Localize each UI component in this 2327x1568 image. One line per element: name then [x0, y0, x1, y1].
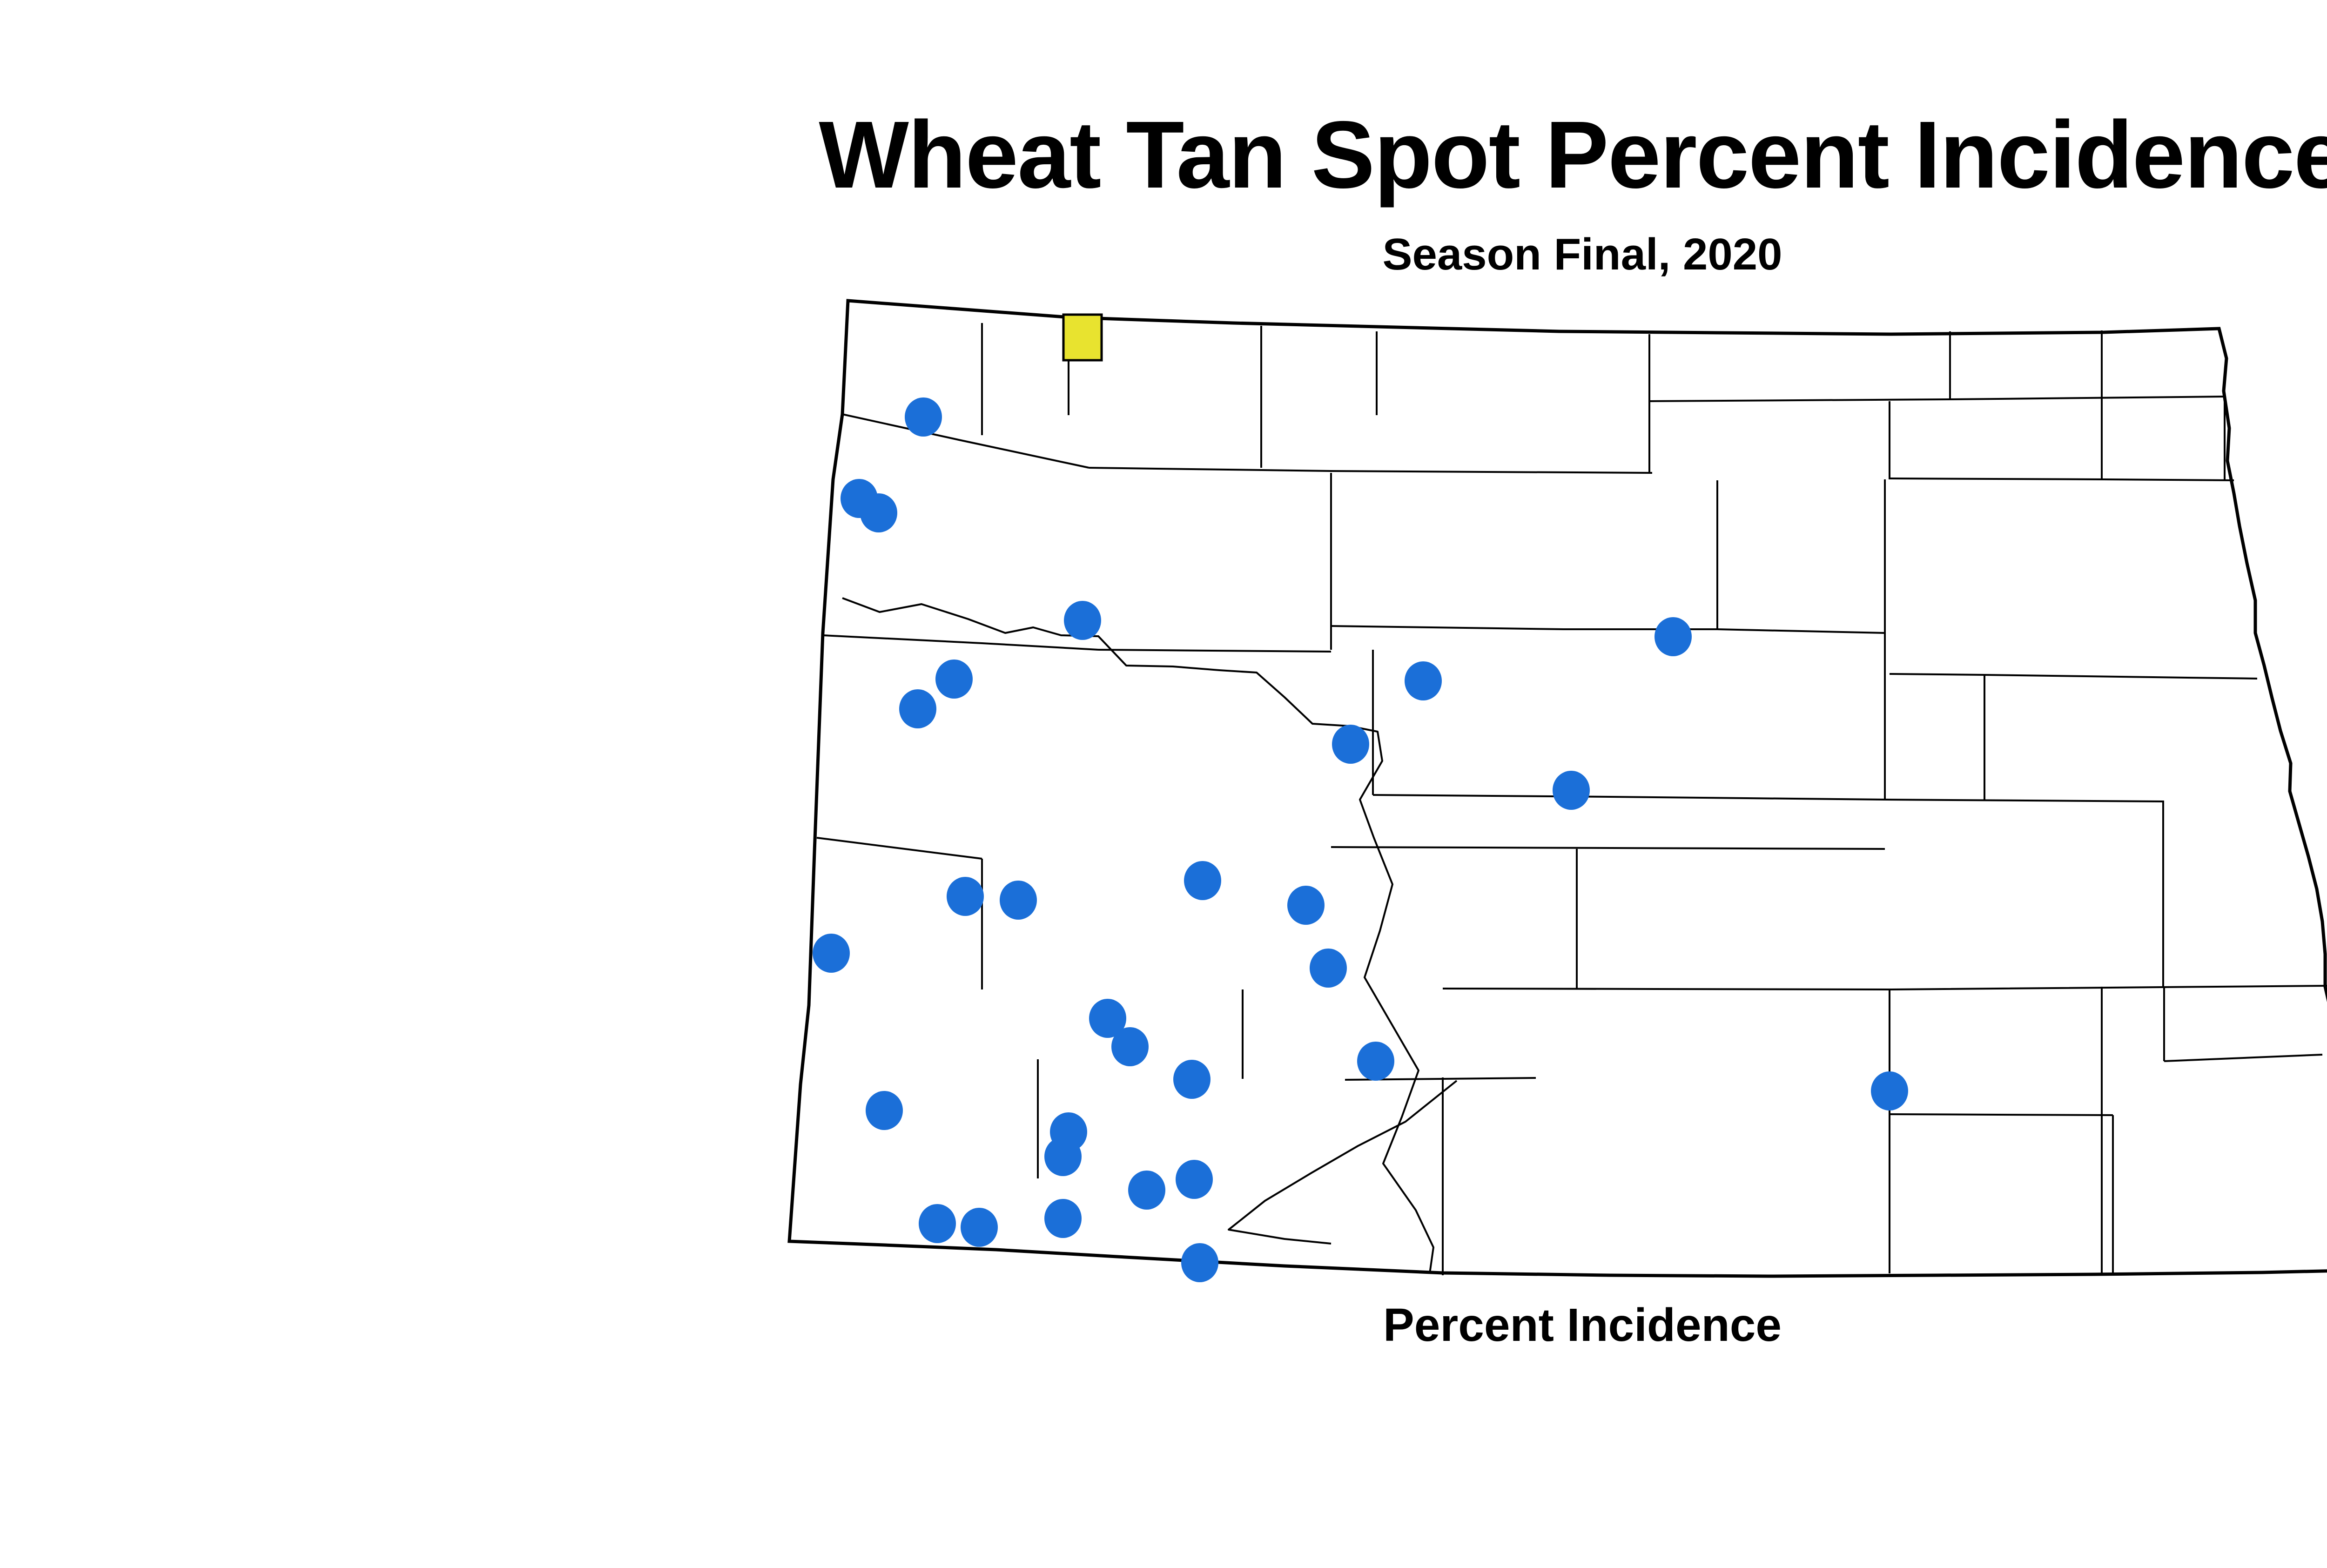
circle-marker [1181, 1243, 1218, 1282]
circle-marker [1044, 1137, 1082, 1176]
circle-marker [1044, 1199, 1082, 1238]
county-line [2164, 1054, 2323, 1062]
county-line [1649, 398, 1950, 402]
county-line [1889, 478, 2234, 481]
circle-marker [1332, 725, 1369, 764]
county-line [842, 413, 1090, 469]
circle-marker [1405, 661, 1442, 700]
circle-marker [1654, 617, 1692, 656]
circle-marker [919, 1204, 956, 1243]
circle-marker [961, 1208, 998, 1247]
circle-marker [947, 877, 984, 916]
circle-marker [1173, 1060, 1211, 1099]
page-title: Wheat Tan Spot Percent Incidence [819, 101, 2327, 208]
circle-marker [905, 397, 942, 437]
county-line [1717, 628, 1885, 634]
circle-marker [1310, 949, 1347, 988]
nd-county-map [787, 299, 2327, 1282]
series-26-50 [1062, 313, 1103, 362]
circle-marker [899, 689, 936, 728]
county-line [1089, 467, 1653, 474]
county-line [1331, 846, 1885, 850]
page-subtitle: Season Final, 2020 [1382, 229, 1782, 279]
county-line [1950, 396, 2225, 400]
circle-marker [1287, 886, 1325, 925]
circle-marker [1553, 771, 1590, 810]
map-area [773, 293, 2327, 1294]
circle-marker [1111, 1027, 1149, 1066]
county-line [1889, 673, 1985, 676]
circle-marker [866, 1091, 903, 1130]
series-16-25 [813, 397, 1908, 1282]
circle-marker [935, 660, 973, 699]
county-line [1889, 1113, 2113, 1116]
county-line [822, 634, 1099, 651]
circle-marker [1089, 999, 1126, 1038]
circle-marker [860, 493, 897, 532]
circle-marker [1184, 861, 1221, 900]
county-line [1372, 794, 1885, 801]
legend-title: Percent Incidence [1383, 1299, 1782, 1351]
river-line [1228, 1080, 1458, 1245]
circle-marker [1064, 601, 1101, 640]
circle-marker [1176, 1160, 1213, 1199]
circle-marker [1128, 1171, 1165, 1210]
circle-marker [1357, 1042, 1394, 1081]
circle-marker [813, 934, 850, 973]
county-line [1884, 799, 2165, 802]
county-line [1098, 649, 1332, 653]
county-line [816, 837, 982, 860]
circle-marker [1000, 881, 1037, 920]
county-line [1984, 674, 2258, 680]
circle-marker [1871, 1071, 1908, 1110]
